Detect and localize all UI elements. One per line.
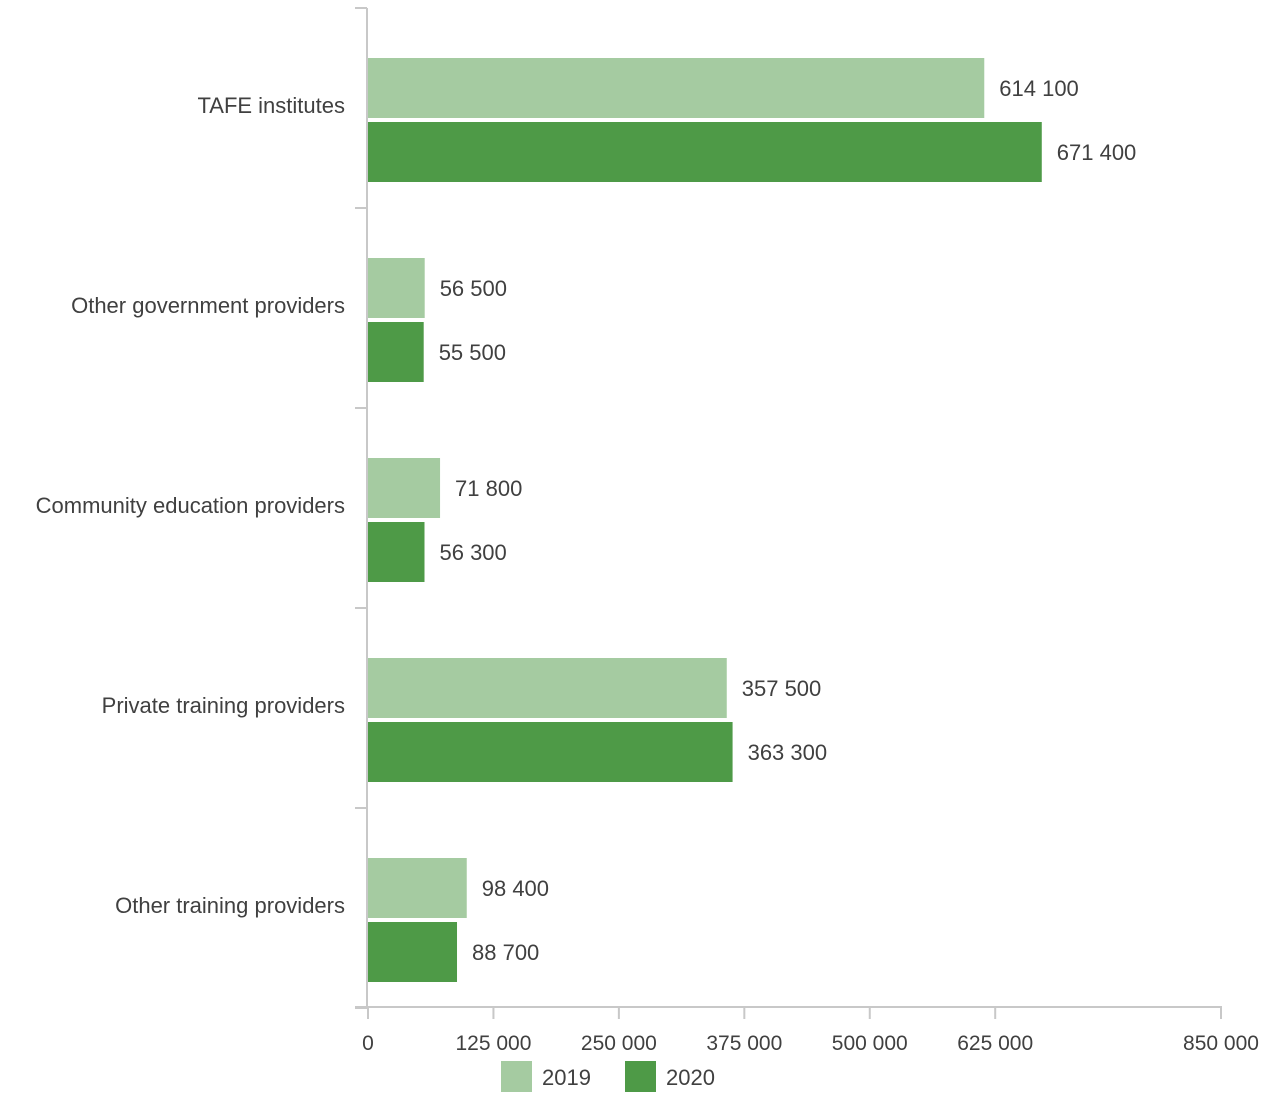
category-label: TAFE institutes [197,93,345,118]
x-tick-label: 0 [362,1032,374,1055]
bar-2020 [368,322,424,382]
category-label: Private training providers [102,693,345,718]
bar-2019 [368,58,985,118]
category-label: Community education providers [36,493,345,518]
x-tick-label: 850 000 [1183,1032,1259,1055]
data-label: 614 100 [999,76,1079,101]
data-labels: 614 100 671 400 56 500 55 500 71 800 56 300 35… [439,76,1137,965]
data-label: 363 300 [748,740,828,765]
axes [355,7,1222,1009]
x-axis-ticks: 0 125 000 250 000 375 000 500 000 625 000 850 … [362,1007,1259,1055]
bar-2020 [368,122,1042,182]
data-label: 56 500 [440,276,507,301]
bar-2019 [368,458,441,518]
legend-swatch-2019 [501,1061,532,1092]
legend-label: 2019 [542,1065,591,1090]
bar-2019 [368,258,425,318]
bar-2020 [368,922,458,982]
x-tick-label: 625 000 [957,1032,1033,1055]
x-tick-label: 500 000 [832,1032,908,1055]
bar-2020 [368,522,425,582]
category-label: Other government providers [71,293,345,318]
legend-label: 2020 [666,1065,715,1090]
category-labels: TAFE institutes Other government provider… [36,93,345,918]
x-tick-label: 250 000 [581,1032,657,1055]
bar-2019 [368,658,727,718]
data-label: 88 700 [472,940,539,965]
data-label: 56 300 [439,540,506,565]
data-label: 71 800 [455,476,522,501]
x-tick-label: 375 000 [706,1032,782,1055]
category-label: Other training providers [115,893,345,918]
bar-2019 [368,858,467,918]
bars [368,58,1042,982]
legend-swatch-2020 [625,1061,656,1092]
data-label: 98 400 [482,876,549,901]
bar-2020 [368,722,733,782]
data-label: 55 500 [439,340,506,365]
legend: 2019 2020 [501,1061,715,1092]
data-label: 671 400 [1057,140,1137,165]
data-label: 357 500 [742,676,822,701]
x-tick-label: 125 000 [455,1032,531,1055]
